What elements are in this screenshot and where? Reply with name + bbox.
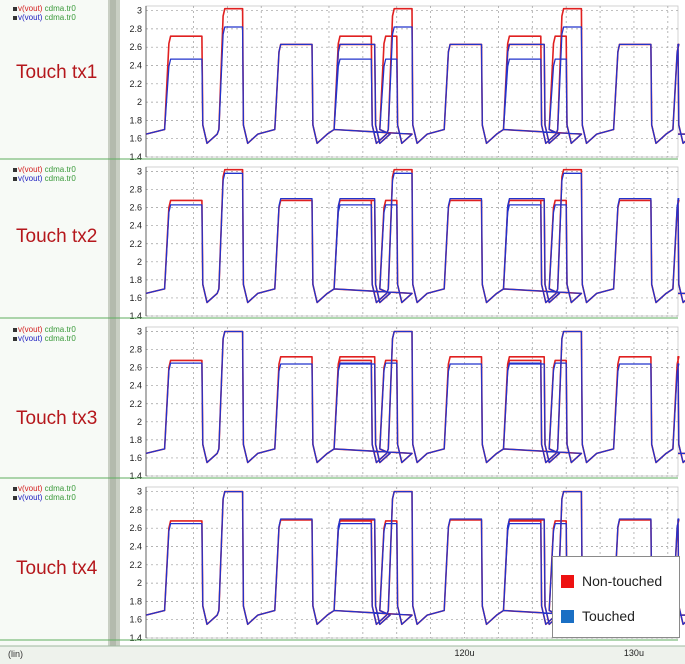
trace-name: v(vout) — [18, 325, 45, 334]
trace-name: v(vout) — [18, 165, 45, 174]
legend: Non-touched Touched — [552, 556, 680, 638]
trace-name: v(vout) — [18, 174, 45, 183]
y-tick-label: 2.2 — [129, 79, 142, 89]
left-scroll-thumb[interactable] — [110, 0, 116, 646]
series-line-touched-panel-1 — [145, 26, 685, 144]
y-tick-label: 3 — [137, 167, 142, 177]
trace-label-4-2: v(vout) cdma.tr0 — [13, 493, 76, 502]
trace-name: v(vout) — [18, 13, 45, 22]
series-line-touched-panel-3 — [145, 330, 685, 464]
x-tick-label: 130u — [624, 648, 644, 658]
y-tick-label: 2.2 — [129, 560, 142, 570]
y-tick-label: 2.4 — [129, 381, 142, 391]
panel-3: 1.4 1.6 1.8 2 2.2 2.4 2.6 2.8 3 — [0, 327, 685, 481]
trace-file: cdma.tr0 — [44, 165, 76, 174]
legend-swatch-touched — [561, 609, 574, 623]
trace-marker-icon — [13, 486, 17, 491]
y-tick-label: 2.2 — [129, 399, 142, 409]
legend-label-non-touched: Non-touched — [582, 573, 663, 589]
y-tick-label: 1.4 — [129, 633, 142, 643]
y-tick-label: 2.4 — [129, 221, 142, 231]
y-tick-label: 3 — [137, 327, 142, 337]
y-tick-label: 2 — [137, 417, 142, 427]
y-tick-label: 2.6 — [129, 203, 142, 213]
y-tick-label: 2.6 — [129, 42, 142, 52]
y-tick-label: 2.8 — [129, 185, 142, 195]
panel-title-3: Touch tx3 — [16, 408, 98, 429]
panel-title-4: Touch tx4 — [16, 558, 98, 579]
trace-marker-icon — [13, 327, 17, 332]
trace-file: cdma.tr0 — [44, 13, 76, 22]
trace-label-1-2: v(vout) cdma.tr0 — [13, 13, 76, 22]
y-tick-label: 2 — [137, 257, 142, 267]
trace-label-2-1: v(vout) cdma.tr0 — [13, 165, 76, 174]
y-tick-label: 1.6 — [129, 293, 142, 303]
y-tick-label: 1.4 — [129, 471, 142, 481]
series-line-touched-panel-2 — [145, 172, 685, 304]
trace-marker-icon — [13, 6, 17, 11]
bottom-bar — [0, 646, 685, 664]
y-tick-label: 3 — [137, 487, 142, 497]
trace-marker-icon — [13, 15, 17, 20]
panel-1: 1.4 1.6 1.8 2 2.2 2.4 2.6 2.8 3 — [0, 6, 685, 162]
y-tick-label: 2.8 — [129, 505, 142, 515]
trace-label-3-1: v(vout) cdma.tr0 — [13, 325, 76, 334]
trace-label-1-1: v(vout) cdma.tr0 — [13, 4, 76, 13]
y-tick-label: 3 — [137, 6, 142, 16]
y-tick-label: 1.8 — [129, 596, 142, 606]
y-tick-label: 2.6 — [129, 363, 142, 373]
panel-title-1: Touch tx1 — [16, 62, 98, 83]
legend-item-touched: Touched — [561, 607, 635, 625]
y-tick-label: 1.4 — [129, 311, 142, 321]
y-tick-label: 1.8 — [129, 275, 142, 285]
y-tick-label: 2.4 — [129, 541, 142, 551]
y-label-strip — [120, 0, 146, 646]
trace-name: v(vout) — [18, 493, 45, 502]
trace-file: cdma.tr0 — [44, 334, 76, 343]
y-tick-label: 2.4 — [129, 60, 142, 70]
trace-file: cdma.tr0 — [44, 174, 76, 183]
y-tick-label: 2.8 — [129, 345, 142, 355]
panel-2: 1.4 1.6 1.8 2 2.2 2.4 2.6 2.8 3 — [0, 167, 685, 321]
y-tick-label: 1.6 — [129, 134, 142, 144]
legend-swatch-non-touched — [561, 574, 574, 588]
trace-name: v(vout) — [18, 484, 45, 493]
y-tick-label: 2.6 — [129, 523, 142, 533]
x-axis-scale-label: (lin) — [8, 649, 23, 659]
trace-file: cdma.tr0 — [44, 4, 76, 13]
trace-name: v(vout) — [18, 334, 45, 343]
trace-marker-icon — [13, 176, 17, 181]
trace-marker-icon — [13, 336, 17, 341]
y-tick-label: 1.8 — [129, 115, 142, 125]
y-tick-label: 2.2 — [129, 239, 142, 249]
y-tick-label: 2.8 — [129, 24, 142, 34]
trace-file: cdma.tr0 — [44, 484, 76, 493]
left-strip — [0, 0, 108, 646]
trace-marker-icon — [13, 167, 17, 172]
trace-file: cdma.tr0 — [44, 493, 76, 502]
trace-label-4-1: v(vout) cdma.tr0 — [13, 484, 76, 493]
x-tick-label: 120u — [455, 648, 475, 658]
y-tick-label: 2 — [137, 97, 142, 107]
y-tick-label: 2 — [137, 578, 142, 588]
legend-item-non-touched: Non-touched — [561, 572, 662, 590]
trace-name: v(vout) — [18, 4, 45, 13]
panel-title-2: Touch tx2 — [16, 226, 98, 247]
y-tick-label: 1.6 — [129, 615, 142, 625]
trace-marker-icon — [13, 495, 17, 500]
trace-label-3-2: v(vout) cdma.tr0 — [13, 334, 76, 343]
y-tick-label: 1.8 — [129, 435, 142, 445]
y-tick-label: 1.6 — [129, 453, 142, 463]
trace-file: cdma.tr0 — [44, 325, 76, 334]
legend-label-touched: Touched — [582, 608, 635, 624]
y-tick-label: 1.4 — [129, 152, 142, 162]
trace-label-2-2: v(vout) cdma.tr0 — [13, 174, 76, 183]
